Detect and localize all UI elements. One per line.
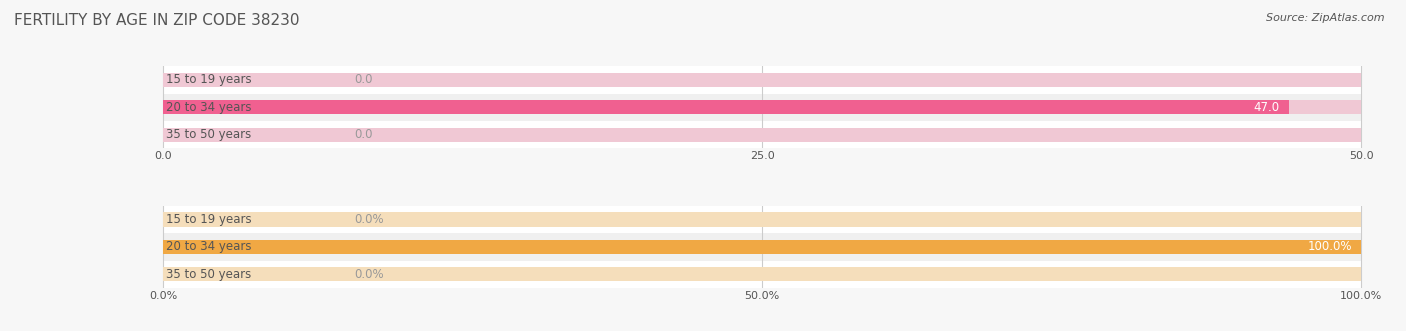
Bar xyxy=(163,100,1361,115)
Bar xyxy=(163,240,1361,254)
Bar xyxy=(163,94,1361,121)
Bar xyxy=(163,127,1361,142)
Text: 0.0: 0.0 xyxy=(354,128,373,141)
Text: 0.0%: 0.0% xyxy=(354,213,384,226)
Text: Source: ZipAtlas.com: Source: ZipAtlas.com xyxy=(1267,13,1385,23)
Text: 47.0: 47.0 xyxy=(1254,101,1279,114)
Bar xyxy=(163,260,1361,288)
Text: 0.0: 0.0 xyxy=(354,73,373,86)
Text: 20 to 34 years: 20 to 34 years xyxy=(166,240,252,254)
Text: 15 to 19 years: 15 to 19 years xyxy=(166,73,252,86)
Bar xyxy=(163,213,1361,227)
Text: 35 to 50 years: 35 to 50 years xyxy=(166,128,252,141)
Bar xyxy=(163,73,1361,87)
Bar xyxy=(163,233,1361,260)
Text: FERTILITY BY AGE IN ZIP CODE 38230: FERTILITY BY AGE IN ZIP CODE 38230 xyxy=(14,13,299,28)
Text: 35 to 50 years: 35 to 50 years xyxy=(166,268,252,281)
Text: 100.0%: 100.0% xyxy=(1308,240,1351,254)
Bar xyxy=(163,240,1361,254)
Text: 0.0%: 0.0% xyxy=(354,268,384,281)
Bar xyxy=(163,267,1361,281)
Text: 15 to 19 years: 15 to 19 years xyxy=(166,213,252,226)
Text: 20 to 34 years: 20 to 34 years xyxy=(166,101,252,114)
Bar xyxy=(163,121,1361,148)
Bar xyxy=(163,206,1361,233)
Bar xyxy=(163,66,1361,94)
Bar xyxy=(163,100,1289,115)
